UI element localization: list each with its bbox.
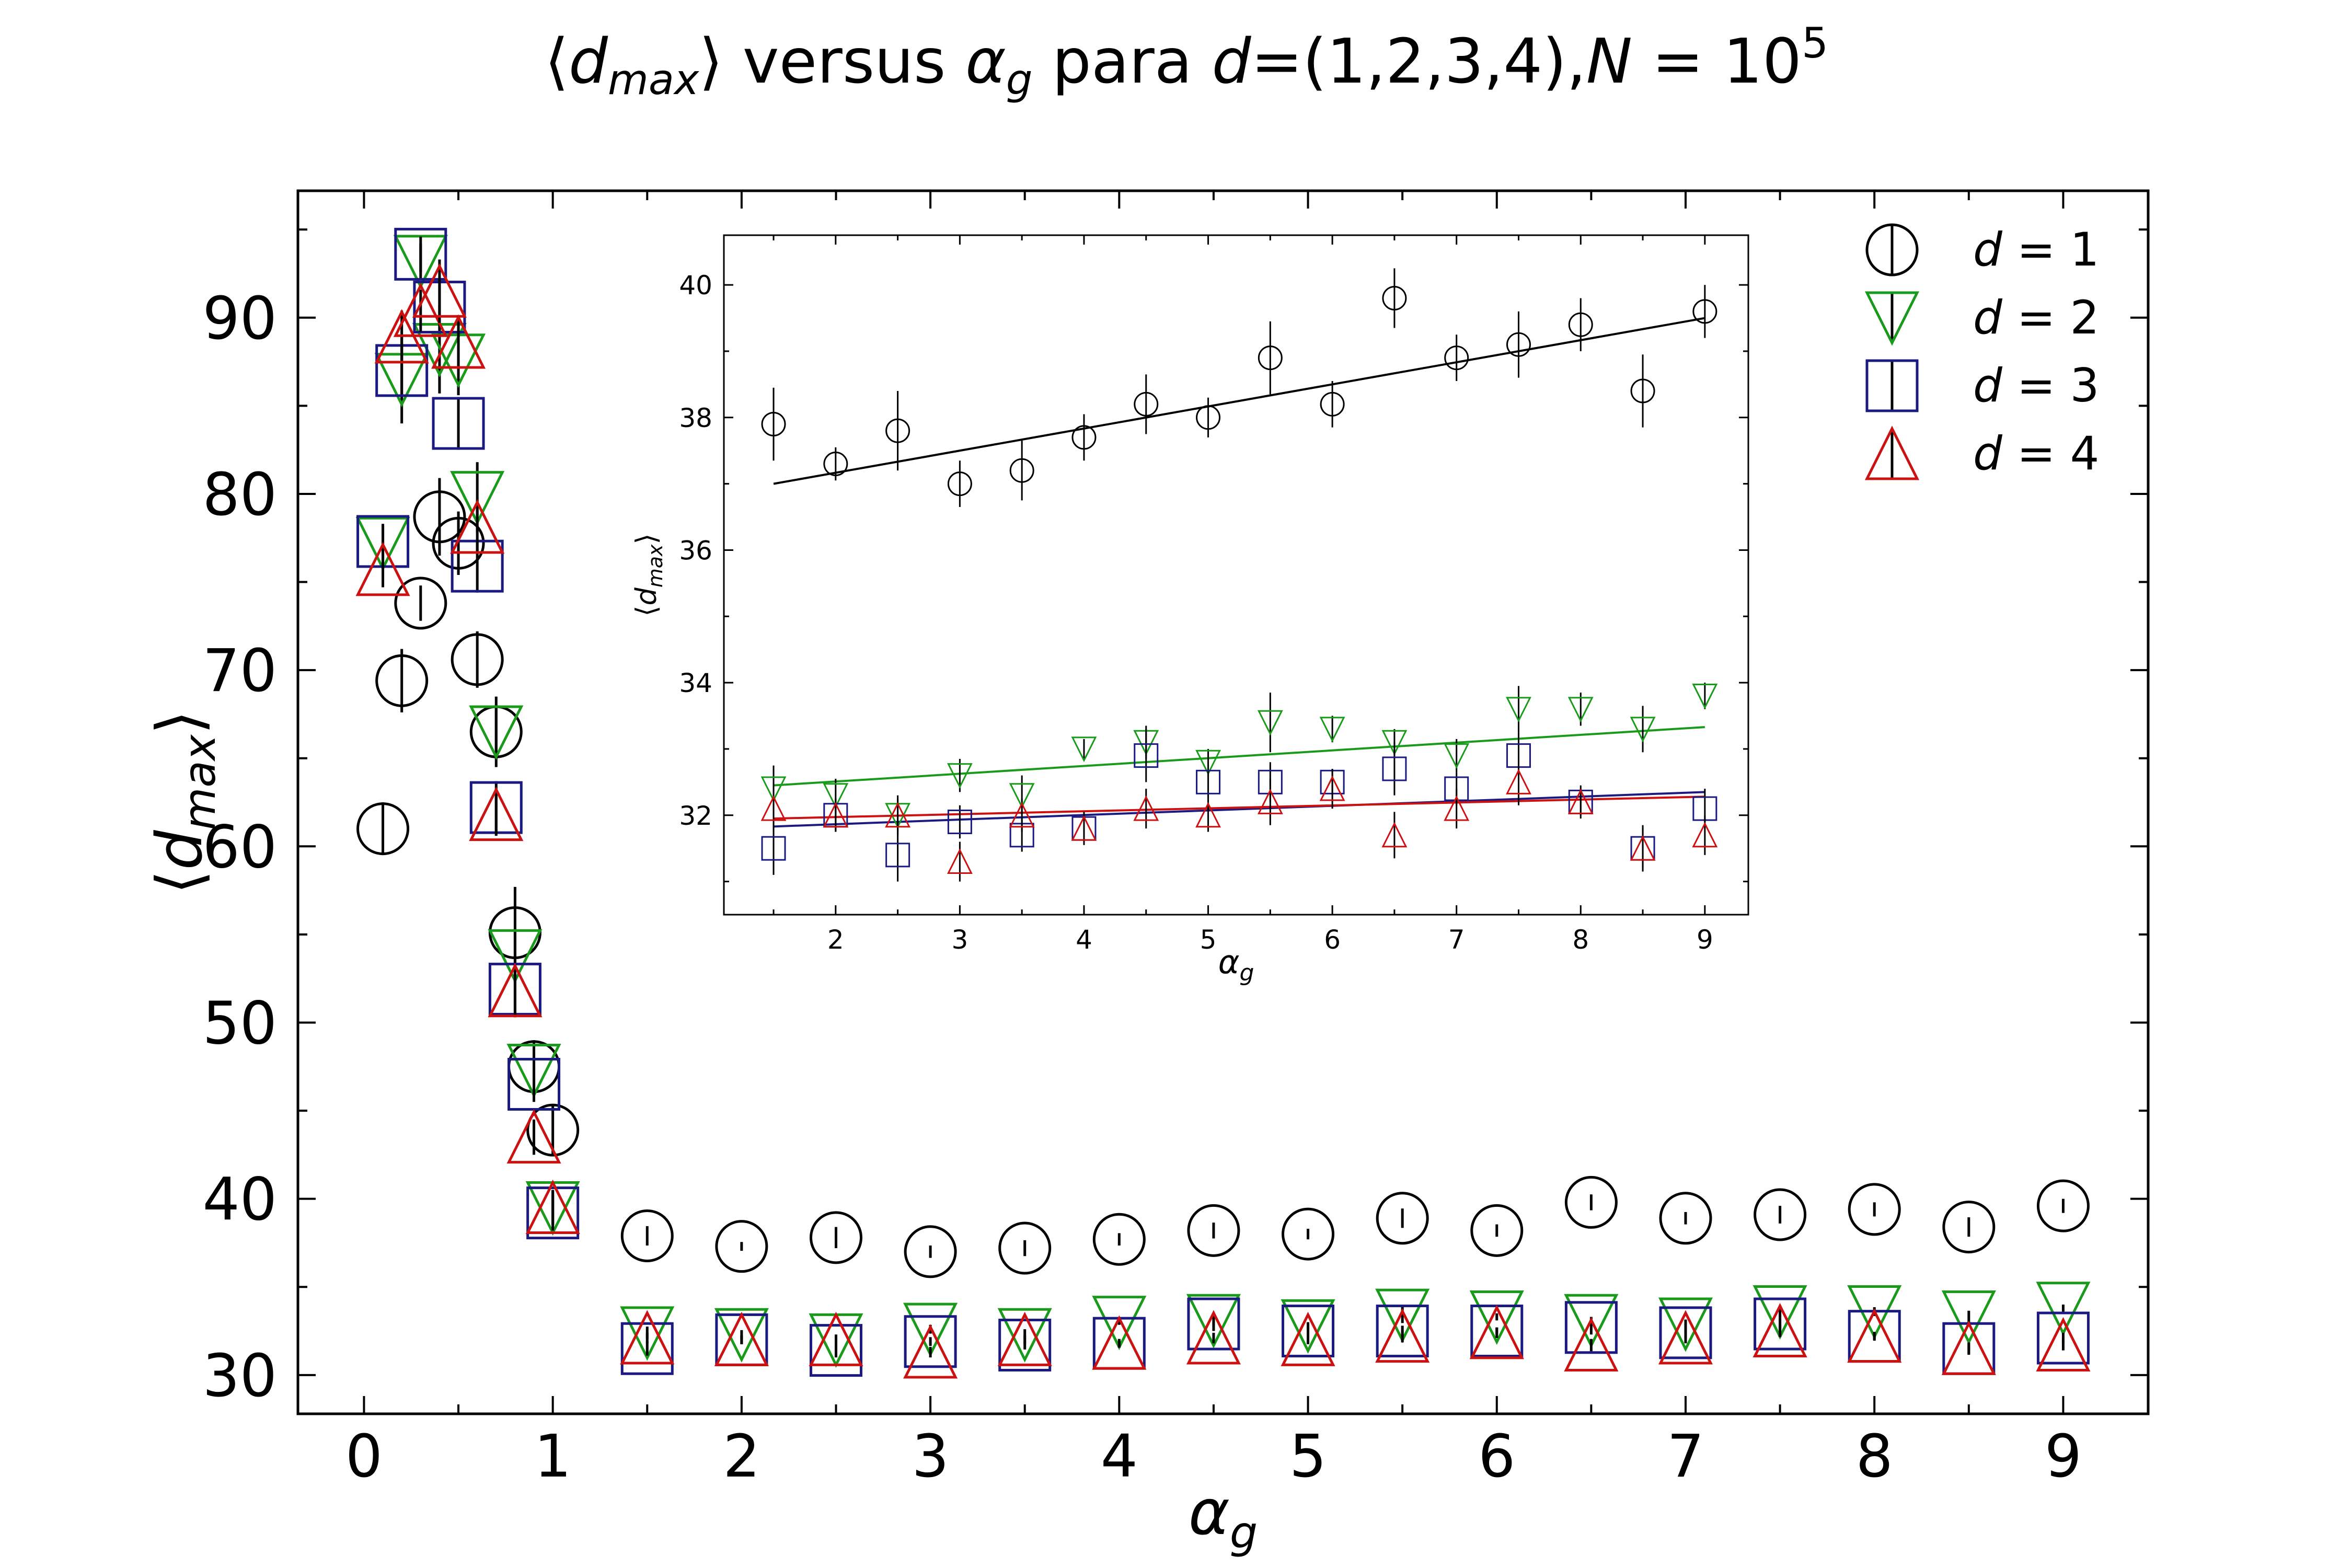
legend-entry: d = 2 xyxy=(1867,291,2100,344)
legend-label: d = 2 xyxy=(1973,291,2100,344)
inset-y-tick-label: 34 xyxy=(679,668,712,698)
y-tick-label: 30 xyxy=(202,1342,277,1410)
inset-x-tick-label: 6 xyxy=(1324,925,1341,955)
legend-entry: d = 3 xyxy=(1867,359,2100,412)
y-axis-title: ⟨dmax⟩ xyxy=(144,710,225,895)
inset-y-tick-label: 36 xyxy=(679,535,712,566)
y-tick-label: 80 xyxy=(202,461,277,529)
inset-x-axis-title: αg xyxy=(1218,943,1254,986)
legend: d = 1 d = 2 d = 3 d = 4 xyxy=(1867,223,2100,480)
inset-y-axis-title: ⟨dmax⟩ xyxy=(630,533,667,616)
chart-title: ⟨dmax⟩ versus αg para d=(1,2,3,4),N = 10… xyxy=(545,19,1828,104)
y-tick-label: 90 xyxy=(202,285,277,353)
x-axis-title: αg xyxy=(1189,1477,1258,1558)
inset-x-tick-label: 4 xyxy=(1076,925,1092,955)
legend-entry: d = 1 xyxy=(1867,223,2100,276)
inset-y-tick-label: 40 xyxy=(679,270,712,301)
inset-x-tick-label: 2 xyxy=(827,925,844,955)
x-tick-label: 3 xyxy=(912,1423,949,1491)
legend-label: d = 3 xyxy=(1973,359,2100,412)
x-tick-label: 8 xyxy=(1856,1423,1893,1491)
y-tick-label: 50 xyxy=(202,989,277,1057)
x-tick-label: 4 xyxy=(1101,1423,1138,1491)
inset-x-tick-label: 5 xyxy=(1200,925,1217,955)
legend-entry: d = 4 xyxy=(1867,426,2100,480)
x-tick-label: 2 xyxy=(723,1423,760,1491)
inset-x-tick-label: 7 xyxy=(1448,925,1465,955)
y-tick-label: 40 xyxy=(202,1166,277,1234)
inset-x-tick-label: 3 xyxy=(951,925,968,955)
inset-x-tick-label: 9 xyxy=(1697,925,1713,955)
inset-x-tick-label: 8 xyxy=(1572,925,1589,955)
legend-label: d = 1 xyxy=(1973,223,2100,276)
x-tick-label: 5 xyxy=(1289,1423,1327,1491)
x-tick-label: 1 xyxy=(534,1423,571,1491)
legend-label: d = 4 xyxy=(1973,426,2100,480)
y-tick-label: 70 xyxy=(202,637,277,705)
x-tick-label: 9 xyxy=(2045,1423,2082,1491)
inset-y-tick-label: 38 xyxy=(679,403,712,433)
x-tick-label: 7 xyxy=(1667,1423,1704,1491)
x-tick-label: 0 xyxy=(345,1423,383,1491)
inset-y-tick-label: 32 xyxy=(679,801,712,831)
x-tick-label: 6 xyxy=(1478,1423,1515,1491)
